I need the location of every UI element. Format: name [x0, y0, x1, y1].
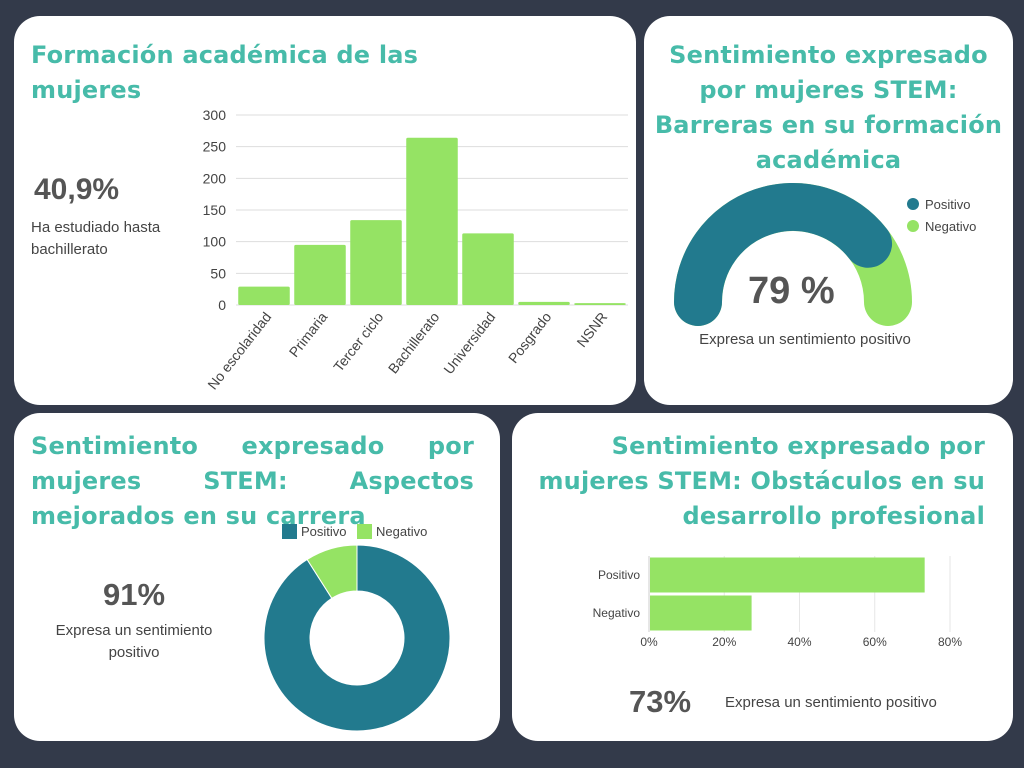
y-tick-label: Positivo	[598, 568, 640, 582]
improvements-donut-chart: Positivo Negativo	[263, 524, 451, 732]
education-stat: 40,9%	[34, 173, 120, 206]
education-bar-chart: 0 50 100 150 200 250 300 No escolaridad Primaria…	[203, 107, 628, 392]
barriers-stat-label: Expresa un sentimiento positivo	[699, 331, 911, 348]
obstacles-stat-label: Expresa un sentimiento positivo	[725, 694, 937, 711]
bar	[294, 244, 346, 305]
legend-swatch	[907, 220, 919, 232]
x-tick-label: No escolaridad	[204, 309, 274, 392]
barriers-gauge-chart: Positivo Negativo	[674, 183, 976, 326]
x-tick-label: Universidad	[440, 309, 498, 377]
gauge-positive-arc	[674, 183, 893, 326]
x-tick-label: 40%	[787, 635, 811, 649]
y-tick-label: 150	[203, 202, 227, 218]
bar	[350, 220, 402, 305]
x-tick-label: Bachillerato	[385, 309, 443, 377]
legend-swatch	[907, 198, 919, 210]
x-tick-label: 20%	[712, 635, 736, 649]
donut-slice	[306, 544, 358, 600]
y-tick-label: 50	[210, 265, 226, 281]
obstacles-card: Sentimiento expresado por mujeres STEM: …	[512, 413, 1013, 741]
legend-label: Positivo	[925, 197, 971, 212]
legend-label: Negativo	[376, 524, 427, 539]
bar	[574, 303, 626, 305]
education-card: Formación académica de las mujeres 40,9%…	[14, 16, 636, 405]
hbar	[650, 595, 752, 631]
y-tick-label: 250	[203, 139, 227, 155]
y-tick-label: 0	[218, 297, 226, 313]
x-tick-label: Posgrado	[505, 309, 555, 366]
donut-slice	[263, 544, 451, 732]
y-tick-label: 300	[203, 107, 227, 123]
bar	[462, 233, 514, 305]
bar	[518, 301, 570, 305]
x-tick-label: 80%	[938, 635, 962, 649]
legend-swatch	[357, 524, 372, 539]
obstacles-hbar-chart: 0% 20% 40% 60% 80% Positivo Negativo	[593, 556, 962, 649]
improvements-title: Sentimiento expresado por mujeres STEM: …	[31, 432, 474, 530]
x-tick-label: Primaria	[286, 309, 331, 360]
improvements-card: Sentimiento expresado por mujeres STEM: …	[14, 413, 500, 741]
improvements-stat: 91%	[102, 577, 166, 612]
obstacles-title: Sentimiento expresado por mujeres STEM: …	[538, 432, 985, 530]
obstacles-stat: 73%	[629, 684, 692, 719]
barriers-card: Sentimiento expresado por mujeres STEM: …	[644, 16, 1013, 405]
education-stat-label: Ha estudiado hasta bachillerato	[31, 219, 161, 258]
legend-label: Negativo	[925, 219, 976, 234]
y-tick-label: 200	[203, 170, 227, 186]
x-tick-label: 0%	[640, 635, 658, 649]
hbar	[650, 557, 925, 593]
legend-swatch	[282, 524, 297, 539]
improvements-stat-label: Expresa un sentimiento positivo	[55, 622, 213, 661]
education-title: Formación académica de las mujeres	[31, 41, 419, 104]
legend-label: Positivo	[301, 524, 347, 539]
y-tick-label: Negativo	[593, 606, 641, 620]
barriers-stat: 79 %	[748, 270, 835, 312]
bar	[406, 137, 458, 305]
x-tick-label: Tercer ciclo	[330, 309, 386, 375]
bar	[238, 286, 290, 305]
x-tick-label: NSNR	[573, 309, 610, 350]
barriers-title: Sentimiento expresado por mujeres STEM: …	[654, 41, 1003, 174]
x-tick-label: 60%	[863, 635, 887, 649]
y-tick-label: 100	[203, 234, 227, 250]
